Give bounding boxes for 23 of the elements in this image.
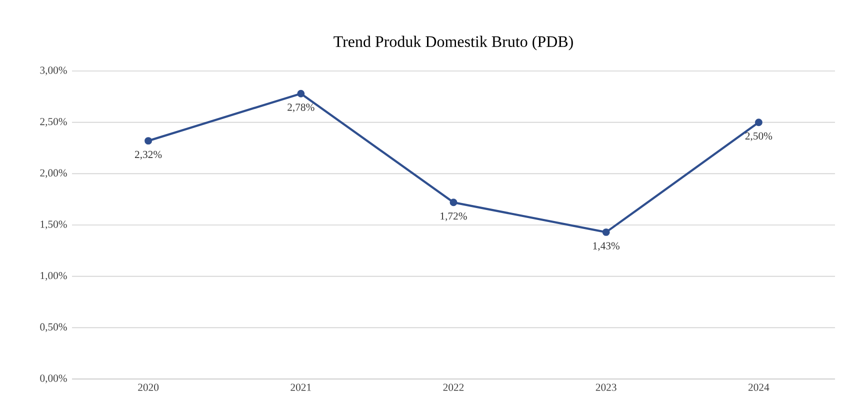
point (297, 90, 305, 98)
data-label: 1,72% (440, 212, 467, 222)
y-tick-label: 2,50% (40, 118, 67, 127)
y-tick-label: 1,50% (40, 220, 67, 230)
data-label: 1,43% (593, 242, 620, 251)
x-tick-label: 2020 (138, 384, 159, 391)
x-tick-label: 2021 (290, 384, 311, 391)
point (144, 137, 152, 145)
y-tick-label: 2,00% (40, 169, 67, 178)
x-tick-label: 2022 (443, 384, 464, 391)
data-label: 2,78% (288, 104, 314, 112)
y-tick-label: 0,00% (40, 374, 67, 384)
x-tick-label: 2023 (596, 384, 616, 391)
data-label: 2,32% (134, 150, 162, 160)
x-tick-label: 2024 (748, 384, 770, 391)
y-tick-label: 1,00% (40, 272, 67, 281)
y-tick-label: 3,00% (40, 66, 67, 76)
point (754, 118, 762, 126)
point (450, 198, 458, 206)
chart-title: Trend Produk Domestik Bruto (PDB) (334, 36, 573, 50)
point (602, 228, 610, 236)
y-tick-label: 0,50% (40, 323, 67, 332)
data-label: 2,50% (745, 132, 772, 142)
